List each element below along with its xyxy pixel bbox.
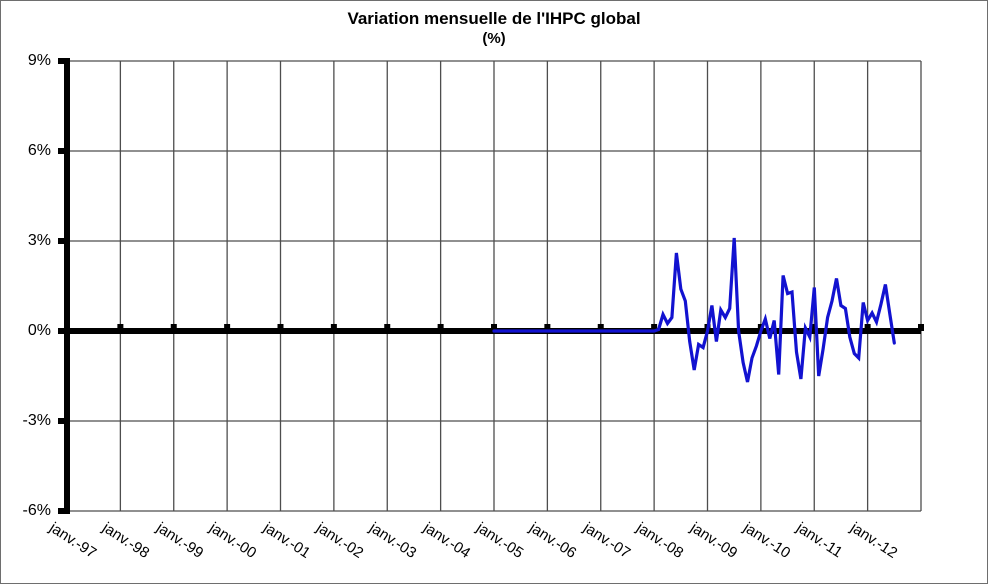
y-axis-tick [58, 148, 67, 154]
y-tick-label: -3% [22, 412, 51, 429]
y-axis-line [64, 58, 70, 514]
chart-subtitle: (%) [482, 30, 506, 47]
y-axis-tick [58, 418, 67, 424]
x-axis-tick [224, 324, 231, 331]
y-axis-tick [58, 58, 67, 64]
x-axis-tick [384, 324, 391, 331]
y-axis-tick [58, 238, 67, 244]
x-axis-tick [491, 324, 497, 331]
x-axis-tick [437, 324, 444, 331]
x-axis-tick [918, 324, 924, 331]
chart-title: Variation mensuelle de l'IHPC global [347, 9, 641, 28]
x-axis-tick [544, 324, 551, 331]
x-axis-tick [597, 324, 604, 331]
x-axis-zero-line [59, 328, 921, 334]
y-tick-label: 9% [27, 52, 51, 69]
x-axis-tick [170, 324, 177, 331]
ihpc-series-line [492, 237, 896, 383]
y-axis-tick [58, 508, 67, 514]
x-axis-tick [651, 324, 658, 331]
y-tick-label: -6% [22, 502, 51, 519]
x-axis-tick [864, 324, 871, 331]
x-axis-tick [117, 324, 124, 331]
chart-title-block: Variation mensuelle de l'IHPC global (%) [67, 8, 921, 48]
x-axis-tick [330, 324, 337, 331]
y-tick-label: 3% [27, 232, 51, 249]
x-axis-tick [811, 324, 818, 331]
x-axis-tick [64, 324, 70, 331]
y-tick-label: 6% [27, 142, 51, 159]
y-tick-label: 0% [27, 322, 51, 339]
x-axis-tick [277, 324, 284, 331]
